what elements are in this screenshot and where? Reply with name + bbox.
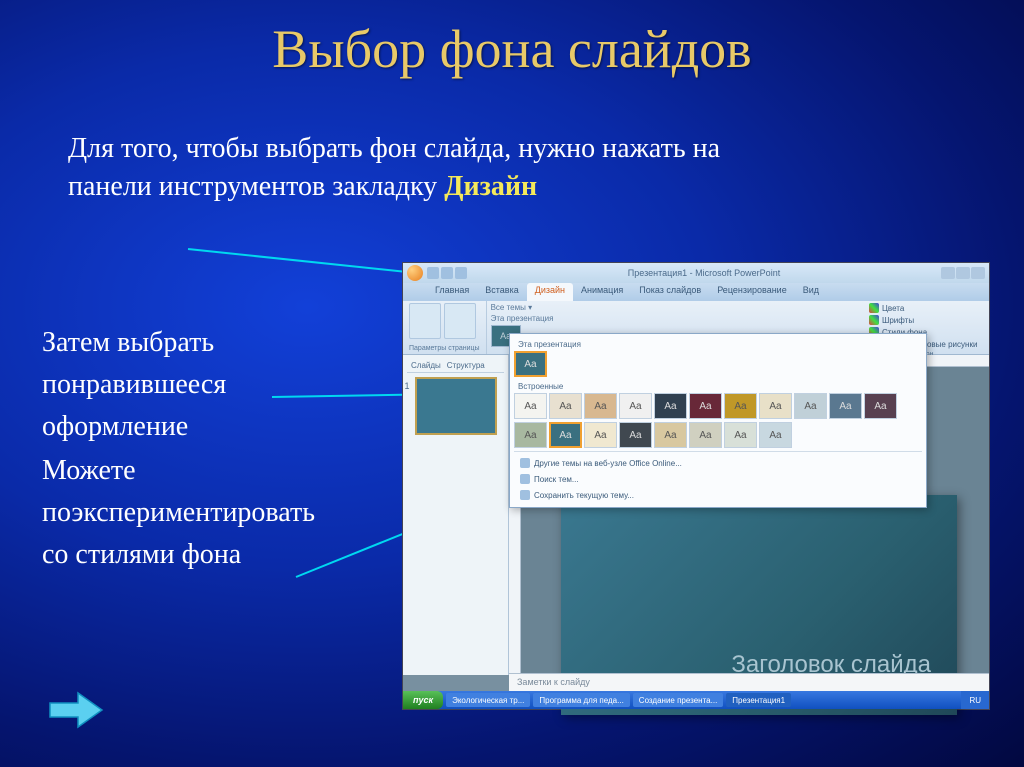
- intro-highlight: Дизайн: [444, 171, 537, 202]
- theme-gallery-thumb[interactable]: Aa: [724, 422, 757, 448]
- next-slide-button[interactable]: [48, 691, 104, 729]
- taskbar-item-1[interactable]: Программа для педа...: [533, 693, 629, 707]
- taskbar-item-0[interactable]: Экологическая тр...: [446, 693, 530, 707]
- window-controls[interactable]: [941, 267, 985, 279]
- left-text-1: Затем выбрать понравившееся оформление: [42, 322, 226, 448]
- app-title: Презентация1 - Microsoft PowerPoint: [471, 268, 937, 278]
- slides-panel: Слайды Структура: [403, 355, 509, 675]
- page-setup-button[interactable]: [409, 303, 441, 339]
- theme-gallery-thumb[interactable]: Aa: [584, 393, 617, 419]
- theme-gallery-thumb[interactable]: Aa: [514, 422, 547, 448]
- theme-gallery-thumb[interactable]: Aa: [864, 393, 897, 419]
- group-label-pagesetup: Параметры страницы: [409, 345, 480, 352]
- theme-gallery-thumb[interactable]: Aa: [549, 422, 582, 448]
- left-text-2: Можете поэкспериментировать со стилями ф…: [42, 450, 315, 576]
- maximize-icon: [956, 267, 970, 279]
- notes-pane[interactable]: Заметки к слайду: [509, 673, 989, 693]
- intro-part1: Для того, чтобы выбрать фон слайда, нужн…: [68, 133, 720, 202]
- powerpoint-screenshot: Презентация1 - Microsoft PowerPoint Глав…: [402, 262, 990, 710]
- intro-text: Для того, чтобы выбрать фон слайда, нужн…: [68, 130, 788, 206]
- sidebar-tab-outline[interactable]: Структура: [447, 361, 485, 370]
- slide-thumbnail-1[interactable]: [415, 377, 497, 435]
- lt2-line3: со стилями фона: [42, 534, 315, 576]
- sidebar-tab-slides[interactable]: Слайды: [411, 361, 441, 370]
- lt1-line3: оформление: [42, 406, 226, 448]
- theme-gallery-thumb[interactable]: Aa: [724, 393, 757, 419]
- ribbon-tabs: ГлавнаяВставкаДизайнАнимацияПоказ слайдо…: [403, 283, 989, 301]
- ribbon-tab-0[interactable]: Главная: [427, 283, 477, 301]
- ribbon-group-page-setup: Параметры страницы: [403, 301, 487, 354]
- ribbon-tab-1[interactable]: Вставка: [477, 283, 526, 301]
- lt2-line2: поэкспериментировать: [42, 492, 315, 534]
- theme-gallery-thumb[interactable]: Aa: [759, 422, 792, 448]
- lt1-line2: понравившееся: [42, 364, 226, 406]
- minimize-icon: [941, 267, 955, 279]
- themes-gallery-dropdown: Эта презентация Aa Встроенные AaAaAaAaAa…: [509, 333, 927, 508]
- gallery-section-this: Эта презентация: [514, 338, 922, 351]
- lt1-line1: Затем выбрать: [42, 322, 226, 364]
- theme-gallery-thumb[interactable]: Aa: [829, 393, 862, 419]
- theme-gallery-thumb[interactable]: Aa: [514, 351, 547, 377]
- ribbon-tab-6[interactable]: Вид: [795, 283, 827, 301]
- system-tray[interactable]: RU: [961, 691, 989, 709]
- theme-gallery-thumb[interactable]: Aa: [549, 393, 582, 419]
- themes-all-label[interactable]: Все темы ▾: [491, 303, 861, 312]
- theme-gallery-thumb[interactable]: Aa: [619, 422, 652, 448]
- lt2-line1: Можете: [42, 450, 315, 492]
- gallery-footer-item-2[interactable]: Сохранить текущую тему...: [514, 487, 922, 503]
- tray-lang: RU: [969, 696, 981, 705]
- theme-gallery-thumb[interactable]: Aa: [619, 393, 652, 419]
- office-button[interactable]: [407, 265, 423, 281]
- theme-gallery-thumb[interactable]: Aa: [584, 422, 617, 448]
- bg-option-1[interactable]: Шрифты: [869, 315, 985, 325]
- slide-orientation-button[interactable]: [444, 303, 476, 339]
- close-icon: [971, 267, 985, 279]
- slide-title: Выбор фона слайдов: [0, 0, 1024, 80]
- pp-titlebar: Презентация1 - Microsoft PowerPoint: [403, 263, 989, 283]
- gallery-footer-item-0[interactable]: Другие темы на веб-узле Office Online...: [514, 455, 922, 471]
- gallery-footer-item-1[interactable]: Поиск тем...: [514, 471, 922, 487]
- quick-access-toolbar[interactable]: [427, 267, 467, 279]
- ribbon-tab-5[interactable]: Рецензирование: [709, 283, 795, 301]
- bg-option-0[interactable]: Цвета: [869, 303, 985, 313]
- theme-gallery-thumb[interactable]: Aa: [689, 422, 722, 448]
- theme-gallery-thumb[interactable]: Aa: [514, 393, 547, 419]
- theme-gallery-thumb[interactable]: Aa: [794, 393, 827, 419]
- start-button[interactable]: пуск: [403, 691, 443, 709]
- taskbar-item-3[interactable]: Презентация1: [726, 693, 791, 707]
- theme-gallery-thumb[interactable]: Aa: [759, 393, 792, 419]
- ribbon-tab-4[interactable]: Показ слайдов: [631, 283, 709, 301]
- ribbon-tab-2[interactable]: Дизайн: [527, 283, 573, 301]
- gallery-section-builtin: Встроенные: [514, 380, 922, 393]
- theme-gallery-thumb[interactable]: Aa: [654, 393, 687, 419]
- theme-gallery-thumb[interactable]: Aa: [654, 422, 687, 448]
- ribbon-tab-3[interactable]: Анимация: [573, 283, 631, 301]
- taskbar-item-2[interactable]: Создание презента...: [633, 693, 724, 707]
- theme-gallery-thumb[interactable]: Aa: [689, 393, 722, 419]
- gallery-footer: Другие темы на веб-узле Office Online...…: [514, 451, 922, 503]
- windows-taskbar: пуск Экологическая тр...Программа для пе…: [403, 691, 989, 709]
- themes-this-label: Эта презентация: [491, 314, 861, 323]
